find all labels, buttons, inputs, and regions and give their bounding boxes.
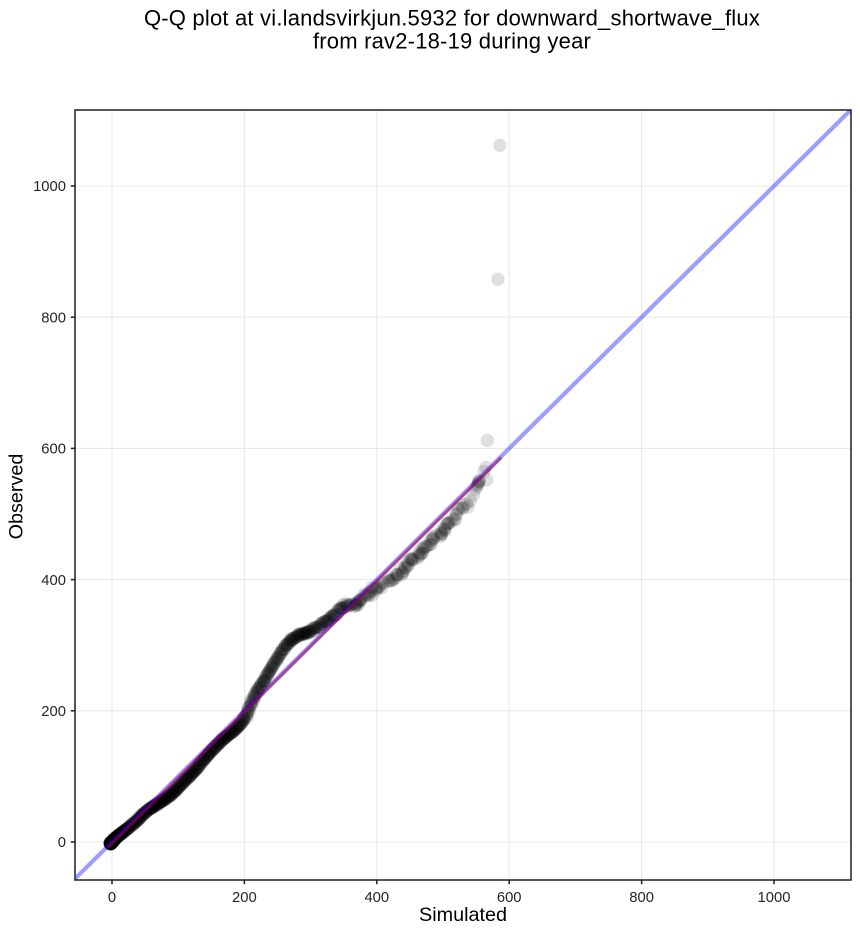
svg-text:Observed: Observed bbox=[5, 454, 27, 540]
svg-text:1000: 1000 bbox=[758, 890, 791, 906]
svg-text:800: 800 bbox=[629, 890, 654, 906]
svg-text:400: 400 bbox=[41, 573, 66, 589]
svg-text:800: 800 bbox=[41, 310, 66, 326]
svg-text:200: 200 bbox=[232, 890, 257, 906]
svg-text:1000: 1000 bbox=[33, 179, 66, 195]
svg-text:Q-Q plot at vi.landsvirkjun.59: Q-Q plot at vi.landsvirkjun.5932 for dow… bbox=[144, 6, 760, 31]
svg-text:0: 0 bbox=[58, 835, 66, 851]
svg-text:600: 600 bbox=[41, 442, 66, 458]
svg-text:200: 200 bbox=[41, 704, 66, 720]
svg-text:Simulated: Simulated bbox=[419, 904, 507, 926]
svg-text:0: 0 bbox=[108, 890, 116, 906]
svg-text:400: 400 bbox=[364, 890, 389, 906]
svg-text:600: 600 bbox=[497, 890, 522, 906]
svg-text:from rav2-18-19 during year: from rav2-18-19 during year bbox=[313, 29, 591, 54]
